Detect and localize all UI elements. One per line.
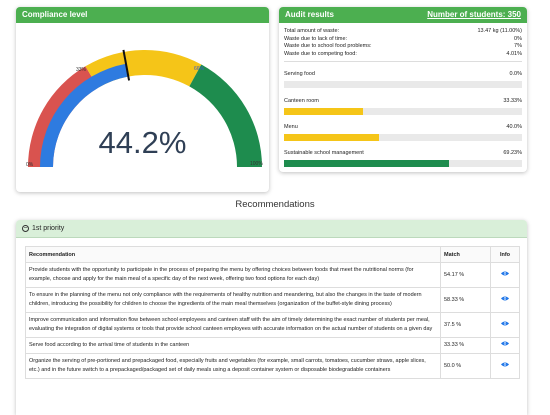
metric-value: 33.33%: [503, 98, 522, 104]
progress-bar: [284, 160, 522, 167]
compliance-title: Compliance level: [16, 7, 269, 23]
metric-menu: Menu 40.0%: [284, 124, 522, 141]
match-value: 58.33 %: [440, 287, 491, 313]
waste-row: Waste due to school food problems: 7%: [284, 43, 522, 51]
header-recommendation: Recommendation: [25, 246, 441, 263]
waste-value: 0%: [514, 35, 522, 42]
progress-bar: [284, 81, 522, 88]
table-header-row: Recommendation Match Info: [25, 246, 520, 263]
table-row: Organize the serving of pre-portioned an…: [25, 353, 520, 379]
priority-label: 1st priority: [32, 225, 65, 232]
waste-value: 7%: [514, 43, 522, 49]
recommendations-heading: Recommendations: [235, 199, 315, 210]
waste-value: 13.47 kg (11.00%): [477, 28, 522, 34]
table-row: Provide students with the opportunity to…: [25, 262, 520, 288]
compliance-card: Compliance level 44.2% 0% 33% 66% 100%: [16, 7, 269, 192]
progress-bar: [284, 108, 522, 115]
progress-fill: [284, 134, 380, 141]
table-row: To ensure in the planning of the menu no…: [25, 287, 520, 313]
compliance-value: 44.2%: [98, 125, 187, 160]
recommendation-text: To ensure in the planning of the menu no…: [25, 287, 441, 313]
metric-value: 0.0%: [509, 71, 522, 77]
gauge-value-arc: [40, 63, 129, 168]
metric-sustainable-management: Sustainable school management 69.23%: [284, 150, 522, 167]
table-row: Improve communication and information fl…: [25, 312, 520, 338]
gauge-label-high: 66%: [194, 66, 205, 72]
recommendation-text: Provide students with the opportunity to…: [25, 262, 441, 288]
metric-label: Sustainable school management: [284, 150, 364, 156]
info-cell: [490, 262, 520, 288]
info-cell: [490, 353, 520, 379]
gauge-needle: [122, 49, 131, 81]
collapse-icon[interactable]: −: [22, 224, 29, 232]
metric-canteen-room: Canteen room 33.33%: [284, 98, 522, 115]
gauge-label-min: 0%: [26, 162, 34, 168]
metric-value: 69.23%: [503, 150, 522, 156]
waste-label: Waste due to competing food:: [284, 50, 357, 57]
waste-label: Waste due to school food problems:: [284, 43, 372, 49]
metric-value: 40.0%: [506, 124, 522, 130]
waste-row: Waste due to competing food: 4.01%: [284, 51, 522, 59]
recommendation-text: Serve food according to the arrival time…: [25, 337, 441, 354]
waste-row: Total amount of waste: 13.47 kg (11.00%): [284, 28, 522, 36]
audit-results-card: Audit results Number of students: 350 To…: [279, 7, 527, 172]
waste-table: Total amount of waste: 13.47 kg (11.00%) …: [284, 28, 522, 62]
header-match: Match: [440, 246, 491, 263]
match-value: 37.5 %: [440, 312, 491, 338]
eye-icon[interactable]: [501, 296, 509, 301]
waste-label: Waste due to lack of time:: [284, 35, 348, 42]
compliance-gauge: [28, 49, 262, 168]
info-cell: [490, 337, 520, 354]
metric-label: Menu: [284, 124, 298, 130]
number-of-students-link[interactable]: Number of students: 350: [427, 10, 521, 19]
metric-serving-food: Serving food 0.0%: [284, 71, 522, 88]
progress-bar: [284, 134, 522, 141]
header-info: Info: [490, 246, 520, 263]
match-value: 54.17 %: [440, 262, 491, 288]
recommendations-card: −1st priority Recommendation Match Info …: [16, 220, 527, 415]
waste-label: Total amount of waste:: [284, 28, 340, 34]
waste-row: Waste due to lack of time: 0%: [284, 36, 522, 44]
match-value: 33.33 %: [440, 337, 491, 354]
info-cell: [490, 287, 520, 313]
metric-label: Serving food: [284, 71, 315, 77]
progress-fill: [284, 160, 449, 167]
divider: [284, 61, 522, 62]
table-row: Serve food according to the arrival time…: [25, 337, 520, 354]
audit-title: Audit results: [285, 10, 334, 19]
gauge-band-2: [189, 64, 262, 167]
waste-value: 4.01%: [506, 50, 522, 57]
eye-icon[interactable]: [501, 271, 509, 276]
eye-icon[interactable]: [501, 321, 509, 326]
match-value: 50.0 %: [440, 353, 491, 379]
eye-icon[interactable]: [501, 341, 509, 346]
recommendations-table: Recommendation Match Info Provide studen…: [25, 246, 520, 379]
recommendation-text: Improve communication and information fl…: [25, 312, 441, 338]
eye-icon[interactable]: [501, 362, 509, 367]
gauge-label-max: 100%: [250, 161, 263, 167]
progress-fill: [284, 108, 364, 115]
info-cell: [490, 312, 520, 338]
priority-accordion-header[interactable]: −1st priority: [16, 220, 527, 238]
gauge-label-low: 33%: [76, 67, 87, 73]
recommendation-text: Organize the serving of pre-portioned an…: [25, 353, 441, 379]
metric-label: Canteen room: [284, 98, 319, 104]
